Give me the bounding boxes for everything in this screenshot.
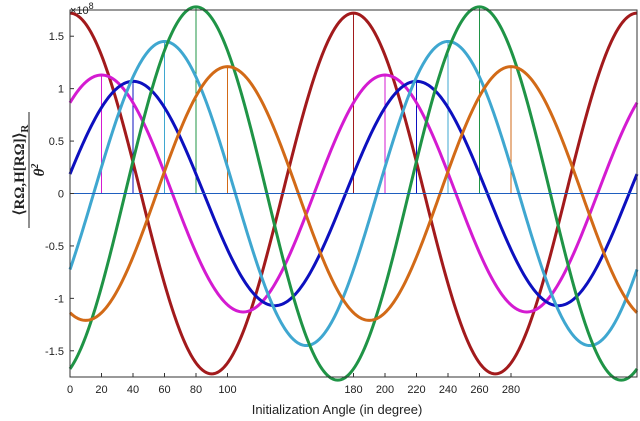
y-label-denom-superscript: 2: [30, 164, 41, 170]
x-tick-label-8: 220: [407, 384, 425, 396]
y-label-numer-text: ⟨RΩ,H[RΩ]⟩: [12, 133, 28, 216]
x-axis-ticks: 0 20 40 60 80 100 180 200 220 240 260 280: [67, 373, 520, 396]
series-line-0: [69, 11, 638, 376]
x-tick-label-10: 260: [470, 384, 488, 396]
y-axis-label-denominator: θ2: [30, 164, 48, 177]
series-line-2: [68, 79, 639, 308]
x-tick-label-0: 0: [67, 384, 73, 396]
y-label-denom-text: θ: [32, 168, 48, 176]
y-tick-label-4: 0.5: [49, 136, 64, 148]
x-tick-label-1: 20: [95, 384, 107, 396]
x-tick-label-6: 180: [344, 384, 362, 396]
y-exponent-power: 8: [89, 1, 94, 11]
x-tick-label-2: 40: [127, 384, 139, 396]
y-tick-label-0: -1.5: [45, 346, 64, 358]
x-tick-label-5: 100: [218, 384, 236, 396]
x-tick-label-11: 280: [502, 384, 520, 396]
y-axis-ticks: -1.5 -1 -0.5 0 0.5 1 1.5: [45, 31, 74, 358]
y-exponent-base: ×10: [70, 5, 89, 17]
x-tick-label-7: 200: [376, 384, 394, 396]
y-label-subscript: R: [19, 124, 31, 133]
x-axis-label: Initialization Angle (in degree): [252, 402, 423, 417]
y-tick-label-3: 0: [58, 189, 64, 201]
x-tick-label-4: 80: [190, 384, 202, 396]
y-exponent: ×108: [70, 1, 94, 17]
series-line-3: [68, 39, 639, 348]
x-tick-label-9: 240: [439, 384, 457, 396]
y-tick-label-2: -0.5: [45, 241, 64, 253]
y-tick-label-5: 1: [58, 84, 64, 96]
y-axis-label: ⟨RΩ,H[RΩ]⟩R θ2: [12, 112, 48, 228]
series-line-4: [68, 5, 639, 382]
y-tick-label-6: 1.5: [49, 31, 64, 43]
x-tick-label-3: 60: [158, 384, 170, 396]
series-line-5: [68, 65, 639, 322]
y-tick-label-1: -1: [54, 293, 64, 305]
series-curves: [68, 5, 639, 382]
y-axis-label-numerator: ⟨RΩ,H[RΩ]⟩R: [12, 124, 31, 216]
